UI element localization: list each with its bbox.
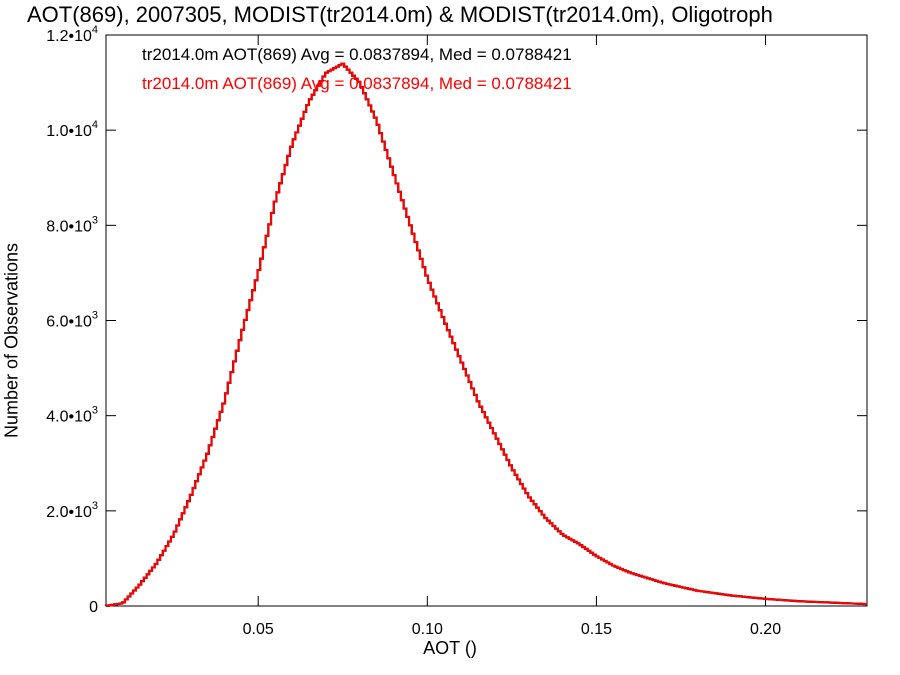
y-tick-exponent: 4 xyxy=(92,119,98,131)
y-tick-mantissa: 1.2•10 xyxy=(46,28,92,45)
y-tick-label: 6.0•103 xyxy=(46,310,98,331)
annotation-text: tr2014.0m AOT(869) Avg = 0.0837894, Med … xyxy=(142,45,572,64)
series-line xyxy=(105,62,868,607)
y-tick-exponent: 3 xyxy=(92,405,98,417)
y-tick-mantissa: 1.0•10 xyxy=(46,123,92,140)
y-tick-exponent: 3 xyxy=(92,214,98,226)
y-tick-label: 1.0•104 xyxy=(46,119,98,140)
y-tick-label: 2.0•103 xyxy=(46,500,98,521)
y-tick-mantissa: 0 xyxy=(89,599,98,616)
y-tick-exponent: 3 xyxy=(92,500,98,512)
x-tick-label: 0.15 xyxy=(581,621,612,638)
y-tick-mantissa: 2.0•10 xyxy=(46,504,92,521)
y-tick-label: 1.2•104 xyxy=(46,24,98,45)
y-tick-exponent: 3 xyxy=(92,310,98,322)
x-tick-label: 0.10 xyxy=(412,621,443,638)
y-tick-label: 4.0•103 xyxy=(46,405,98,426)
x-tick-label: 0.05 xyxy=(243,621,274,638)
y-tick-mantissa: 6.0•10 xyxy=(46,314,92,331)
y-tick-mantissa: 8.0•10 xyxy=(46,218,92,235)
y-tick-exponent: 4 xyxy=(92,24,98,36)
plot-frame xyxy=(105,34,868,607)
chart-title: AOT(869), 2007305, MODIST(tr2014.0m) & M… xyxy=(27,2,773,27)
annotation-text: tr2014.0m AOT(869) Avg = 0.0837894, Med … xyxy=(142,74,572,93)
y-tick-label: 0 xyxy=(89,599,98,616)
x-tick-label: 0.20 xyxy=(750,621,781,638)
y-tick-label: 8.0•103 xyxy=(46,214,98,235)
x-axis-label: AOT () xyxy=(423,638,477,658)
y-tick-mantissa: 4.0•10 xyxy=(46,409,92,426)
series-line-black xyxy=(104,62,868,607)
